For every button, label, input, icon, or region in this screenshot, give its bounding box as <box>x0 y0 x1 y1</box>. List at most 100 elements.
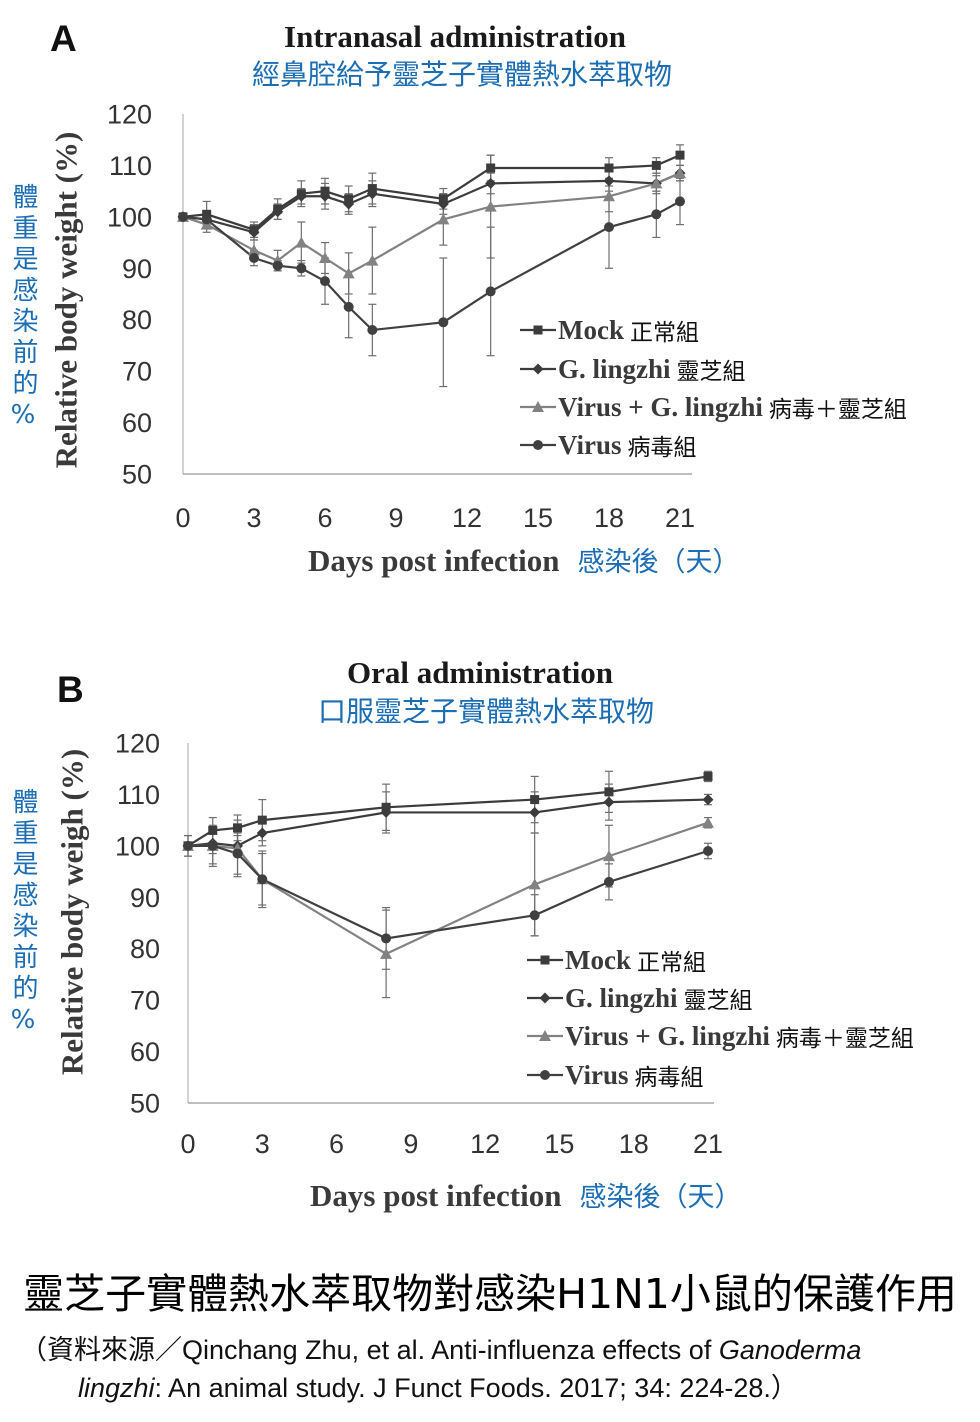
a-g-lingzhi-point <box>366 188 378 200</box>
chart-b-y-axis-title: Relative body weigh (%) <box>54 748 90 1076</box>
chart-a-y-axis-title: Relative body weight (%) <box>48 131 84 469</box>
a-virus-point <box>604 222 614 233</box>
b-g-lingzhi-point <box>256 827 268 839</box>
chart-b-legend-item-mock: Mock 正常組 <box>565 943 706 977</box>
legend-label-zh: 正常組 <box>636 950 706 976</box>
legend-label: Virus + G. lingzhi <box>558 391 763 422</box>
b-virus-point <box>381 933 392 944</box>
b-legend-sample-marker-mock <box>540 955 550 965</box>
b-y-tick-label: 70 <box>130 986 160 1016</box>
a-x-tick-label: 3 <box>246 503 261 533</box>
chart-b-legend-item-virus-g-lingzhi: Virus + G. lingzhi 病毒＋靈芝組 <box>565 1019 914 1053</box>
a-virus-g-lingzhi-point <box>366 254 379 266</box>
b-virus-g-lingzhi-point <box>380 947 393 959</box>
a-virus-g-lingzhi-point <box>295 236 308 248</box>
b-virus-g-lingzhi-line <box>188 821 709 956</box>
a-virus-point <box>343 301 354 312</box>
b-virus-point <box>703 846 713 856</box>
b-y-tick-label: 80 <box>130 934 160 964</box>
panel-label-a: A <box>50 18 77 59</box>
b-g-lingzhi-point <box>380 806 392 818</box>
a-y-tick-label: 80 <box>122 305 152 335</box>
a-x-tick-label: 21 <box>665 503 695 533</box>
b-virus-point <box>529 910 540 921</box>
legend-label-zh: 病毒＋靈芝組 <box>768 397 907 423</box>
b-mock-point <box>604 787 614 797</box>
panel-label-b: B <box>57 669 84 710</box>
b-y-tick-label: 120 <box>115 729 160 759</box>
chart-b-x-axis-title-zh: 感染後（天） <box>579 1182 742 1213</box>
b-virus-point <box>183 840 193 851</box>
a-legend-sample-marker-virus <box>533 440 543 450</box>
a-y-tick-label: 70 <box>122 357 152 387</box>
a-virus-point <box>485 286 496 297</box>
citation-line-1: （資料來源／Qinchang Zhu, et al. Anti-influenz… <box>20 1337 861 1364</box>
chart-a-legend-item-g-lingzhi: G. lingzhi 靈芝組 <box>558 352 746 386</box>
legend-label-zh: 正常組 <box>629 320 699 346</box>
b-mock-point <box>703 771 713 781</box>
chart-b-x-axis-title: Days post infection 感染後（天） <box>310 1180 741 1211</box>
b-x-tick-label: 12 <box>470 1129 500 1159</box>
b-mock-line <box>187 775 709 847</box>
legend-label: Virus <box>558 429 622 460</box>
a-virus-point <box>675 196 685 207</box>
a-y-tick-label: 60 <box>122 408 152 438</box>
a-legend-sample-marker-g-lingzhi <box>532 363 544 375</box>
legend-label-zh: 靈芝組 <box>676 359 746 385</box>
legend-label-zh: 靈芝組 <box>683 988 753 1014</box>
b-x-tick-label: 0 <box>180 1129 195 1159</box>
b-y-tick-label: 90 <box>130 883 160 913</box>
b-y-tick-label: 50 <box>130 1089 160 1119</box>
legend-label-zh: 病毒＋靈芝組 <box>775 1026 914 1052</box>
a-x-tick-label: 15 <box>523 503 553 533</box>
chart-a-legend-item-virus: Virus 病毒組 <box>558 428 697 462</box>
a-x-tick-label: 0 <box>175 503 190 533</box>
b-mock-point <box>233 823 243 833</box>
chart-b-legend-item-virus: Virus 病毒組 <box>565 1058 704 1092</box>
b-x-tick-label: 21 <box>693 1129 723 1159</box>
chart-a-x-axis-title-en: Days post infection <box>308 543 560 578</box>
legend-label: Mock <box>558 314 624 345</box>
a-virus-point <box>272 260 283 271</box>
citation-species: lingzhi <box>78 1373 155 1403</box>
a-y-tick-label: 90 <box>122 254 152 284</box>
chart-a-legend-item-virus-g-lingzhi: Virus + G. lingzhi 病毒＋靈芝組 <box>558 390 907 424</box>
legend-label: G. lingzhi <box>558 353 671 384</box>
a-x-tick-label: 12 <box>452 503 482 533</box>
a-virus-g-lingzhi-point <box>650 177 663 189</box>
legend-label-zh: 病毒組 <box>634 1065 704 1091</box>
a-virus-point <box>320 276 330 287</box>
a-virus-point <box>296 263 307 274</box>
a-virus-point <box>651 209 662 220</box>
b-virus-point <box>603 876 614 887</box>
b-x-tick-label: 3 <box>255 1129 270 1159</box>
a-y-tick-label: 120 <box>107 100 152 130</box>
legend-label: Virus <box>565 1059 629 1090</box>
chart-a-y-axis-title-zh: 體重是感染前的% <box>8 183 38 435</box>
b-x-tick-label: 9 <box>403 1129 418 1159</box>
a-g-lingzhi-point <box>343 198 355 210</box>
a-y-tick-label: 50 <box>122 460 152 490</box>
b-virus-g-lingzhi-point <box>602 850 615 862</box>
a-g-lingzhi-point <box>319 190 331 202</box>
a-x-tick-label: 9 <box>388 503 403 533</box>
a-virus-g-lingzhi-point <box>484 200 497 212</box>
a-virus-point <box>201 214 212 225</box>
a-g-lingzhi-point <box>603 175 615 187</box>
b-g-lingzhi-point <box>529 806 541 818</box>
b-virus-point <box>207 840 218 851</box>
a-virus-g-lingzhi-point <box>674 167 686 179</box>
a-g-lingzhi-point <box>485 177 497 189</box>
a-x-tick-label: 6 <box>317 503 332 533</box>
chart-a-legend-item-mock: Mock 正常組 <box>558 313 699 347</box>
a-y-tick-label: 100 <box>107 202 152 232</box>
a-virus-g-lingzhi-point <box>603 190 615 202</box>
b-legend-sample-marker-virus <box>540 1070 550 1080</box>
chart-a-x-axis-title: Days post infection 感染後（天） <box>308 545 739 576</box>
a-mock-point <box>604 163 614 173</box>
b-x-tick-label: 18 <box>619 1129 649 1159</box>
a-g-lingzhi-point <box>248 226 260 238</box>
b-x-tick-label: 6 <box>329 1129 344 1159</box>
citation-text: （資料來源／Qinchang Zhu, et al. Anti-influenz… <box>20 1335 719 1365</box>
chart-b-title: Oral administration <box>346 655 614 690</box>
